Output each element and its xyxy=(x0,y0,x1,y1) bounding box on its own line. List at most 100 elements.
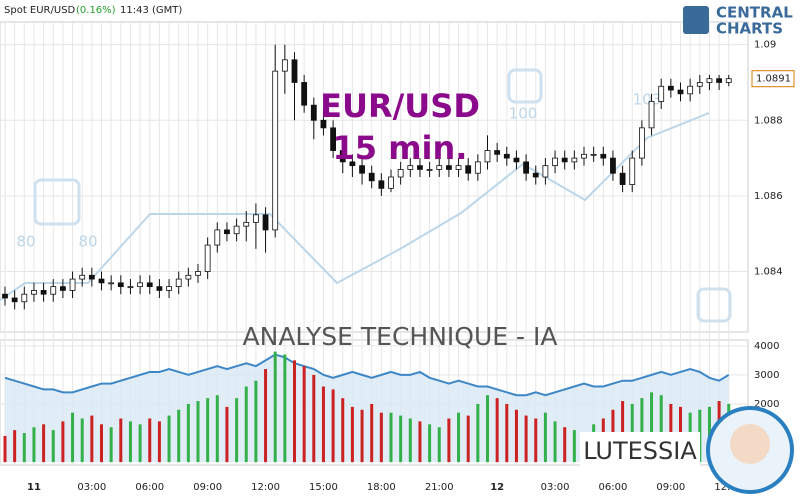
volume-bar xyxy=(13,430,17,463)
volume-bar xyxy=(186,403,190,463)
candle-body xyxy=(445,165,452,170)
volume-bar xyxy=(331,389,335,463)
candle-body xyxy=(571,157,578,163)
candle-body xyxy=(706,78,713,83)
volume-bar xyxy=(447,418,451,463)
volume-bar xyxy=(71,412,75,463)
watermark-subtitle: 15 min. xyxy=(333,129,468,167)
volume-bar xyxy=(119,418,123,463)
y-tick-label: 1.086 xyxy=(754,191,783,202)
candle-body xyxy=(687,85,694,95)
volume-bar xyxy=(22,433,26,463)
candle-body xyxy=(600,153,607,159)
candle-body xyxy=(368,172,375,182)
candle-body xyxy=(21,293,28,303)
watermark-line xyxy=(0,112,710,301)
volume-bar xyxy=(293,360,296,463)
volume-bar xyxy=(543,412,547,463)
watermark-label: 103 xyxy=(633,91,662,109)
x-tick-label: 12:00 xyxy=(251,482,280,493)
x-tick-label: 12 xyxy=(490,482,504,493)
brand: LUTESSIA xyxy=(583,437,697,465)
candle-body xyxy=(272,70,279,231)
activity-area xyxy=(5,354,729,463)
x-tick-label: 21:00 xyxy=(425,482,454,493)
x-tick-label: 18:00 xyxy=(367,482,396,493)
volume-bar xyxy=(302,366,306,463)
candle-body xyxy=(233,225,240,235)
x-tick-label: 06:00 xyxy=(135,482,164,493)
candle-body xyxy=(494,150,501,155)
volume-bar xyxy=(563,427,567,463)
watermark-icon xyxy=(696,287,732,323)
volume-bar xyxy=(244,386,248,463)
watermark-title: EUR/USD xyxy=(320,87,480,125)
candle-body xyxy=(243,221,250,227)
volume-bar xyxy=(524,415,528,463)
y-tick-label: 1.09 xyxy=(754,40,776,51)
volume-bar xyxy=(399,415,403,463)
candle-body xyxy=(108,282,115,285)
volume-bar xyxy=(640,398,644,463)
volume-bar xyxy=(466,415,470,463)
volume-bar xyxy=(128,421,132,463)
candle-body xyxy=(69,278,76,291)
y-tick-label: 2000 xyxy=(754,399,779,410)
candle-body xyxy=(40,290,47,295)
x-tick-label: 09:00 xyxy=(656,482,685,493)
volume-bar xyxy=(514,409,518,463)
volume-bar xyxy=(177,409,181,463)
candle-body xyxy=(310,104,317,121)
candle-body xyxy=(79,274,86,280)
volume-bar xyxy=(621,401,625,463)
volume-bar xyxy=(90,415,94,463)
volume-bar xyxy=(100,424,103,463)
volume-bar xyxy=(476,403,480,463)
volume-bar xyxy=(553,421,557,463)
candle-body xyxy=(88,274,95,280)
candle-body xyxy=(523,161,529,174)
logo-icon xyxy=(683,6,709,34)
logo-line: CHARTS xyxy=(716,20,783,38)
volume-bar xyxy=(80,418,84,463)
candle-body xyxy=(648,100,655,129)
candle-body xyxy=(397,169,404,178)
candle-body xyxy=(330,127,337,151)
volume-bar xyxy=(389,412,393,463)
volume-bar xyxy=(254,380,258,463)
volume-bar xyxy=(360,409,364,463)
candle-body xyxy=(291,59,298,83)
x-tick-label: 06:00 xyxy=(599,482,628,493)
last-price: 1.0891 xyxy=(756,74,791,85)
watermark-label: 100 xyxy=(509,105,538,123)
x-tick-label: 15:00 xyxy=(309,482,338,493)
candle-body xyxy=(667,85,674,91)
candle-body xyxy=(542,165,549,178)
candle-body xyxy=(677,89,684,95)
candle-body xyxy=(725,78,732,83)
candle-body xyxy=(503,153,510,159)
y-tick-label: 3000 xyxy=(754,370,779,381)
volume-bar xyxy=(437,427,441,463)
candle-body xyxy=(417,165,423,170)
candle-body xyxy=(2,293,8,299)
candle-body xyxy=(156,286,163,291)
candle-body xyxy=(281,59,288,72)
volume-bar xyxy=(379,412,383,463)
candle-body xyxy=(301,82,308,106)
volume-bar xyxy=(264,369,268,463)
x-tick-label: 03:00 xyxy=(77,482,106,493)
candle-body xyxy=(359,165,365,174)
volume-bar xyxy=(42,424,46,463)
candle-body xyxy=(581,153,587,159)
volume-bar xyxy=(138,424,142,463)
candle-body xyxy=(407,165,414,170)
volume-bar xyxy=(235,398,239,463)
volume-bar xyxy=(148,418,152,463)
time: 11:43 (GMT) xyxy=(120,5,182,16)
candle-body xyxy=(455,165,462,170)
activity-line xyxy=(4,353,730,397)
candle-body xyxy=(639,127,645,159)
candle-body xyxy=(98,278,105,284)
